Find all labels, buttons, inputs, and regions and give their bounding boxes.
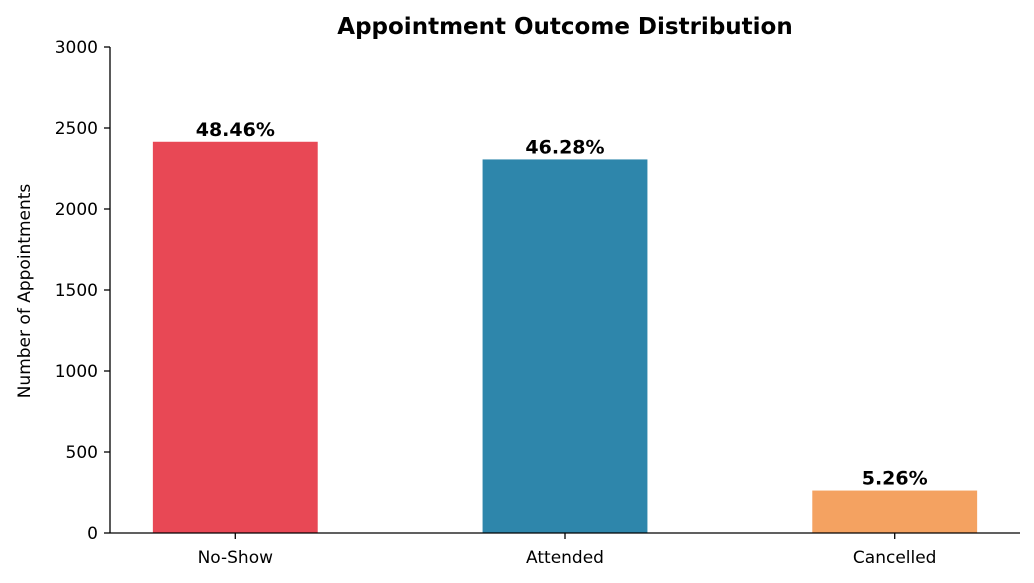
y-tick-label: 2500 bbox=[55, 119, 98, 139]
chart-title: Appointment Outcome Distribution bbox=[337, 14, 792, 40]
y-tick-label: 1500 bbox=[55, 281, 98, 301]
x-axis-ticks: No-Show Attended Cancelled bbox=[198, 533, 937, 568]
bar-cancelled bbox=[812, 490, 978, 533]
y-tick-label: 0 bbox=[87, 524, 98, 544]
data-labels-group: 48.46% 46.28% 5.26% bbox=[196, 119, 928, 490]
y-axis-label: Number of Appointments bbox=[15, 184, 35, 399]
y-tick-label: 1000 bbox=[55, 362, 98, 382]
y-tick-label: 3000 bbox=[55, 38, 98, 58]
x-tick-label: No-Show bbox=[198, 548, 274, 568]
y-tick-label: 2000 bbox=[55, 200, 98, 220]
x-tick-label: Cancelled bbox=[853, 548, 937, 568]
bar-no-show bbox=[152, 141, 318, 533]
data-label: 5.26% bbox=[862, 468, 928, 490]
y-tick-label: 500 bbox=[66, 443, 98, 463]
bars-group bbox=[152, 141, 978, 534]
data-label: 48.46% bbox=[196, 119, 275, 141]
x-tick-label: Attended bbox=[526, 548, 604, 568]
data-label: 46.28% bbox=[525, 136, 604, 158]
y-axis-ticks: 0 500 1000 1500 2000 2500 3000 bbox=[55, 38, 110, 544]
bar-attended bbox=[482, 159, 648, 534]
